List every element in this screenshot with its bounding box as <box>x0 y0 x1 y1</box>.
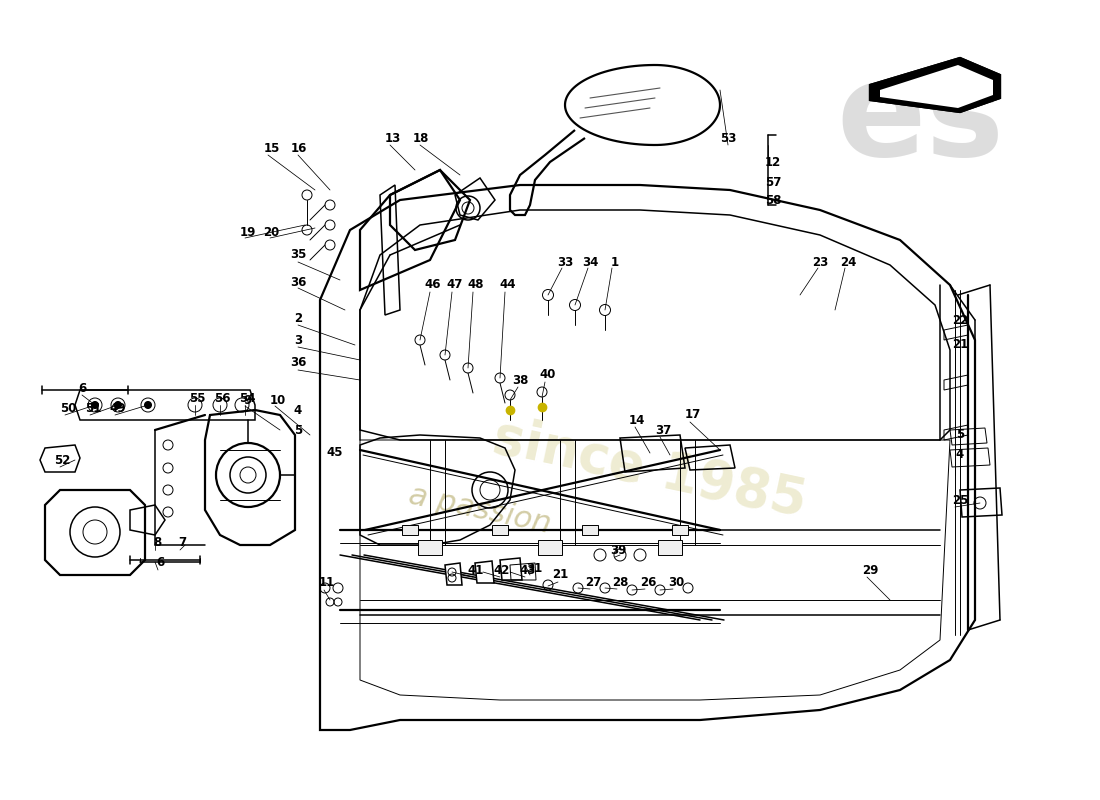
Text: 43: 43 <box>520 563 536 577</box>
Text: 17: 17 <box>685 409 701 422</box>
Text: 28: 28 <box>612 575 628 589</box>
Text: 48: 48 <box>468 278 484 291</box>
Text: es: es <box>836 57 1004 183</box>
Text: 44: 44 <box>499 278 516 291</box>
Text: 33: 33 <box>557 255 573 269</box>
Circle shape <box>114 402 121 409</box>
Polygon shape <box>672 525 688 535</box>
Text: 51: 51 <box>85 402 101 414</box>
Text: 49: 49 <box>110 402 126 414</box>
Text: 57: 57 <box>764 177 781 190</box>
Text: 25: 25 <box>952 494 968 506</box>
Text: 29: 29 <box>861 563 878 577</box>
Text: 36: 36 <box>289 275 306 289</box>
Text: 46: 46 <box>425 278 441 291</box>
Polygon shape <box>475 561 494 583</box>
Text: 4: 4 <box>956 449 964 462</box>
Text: 13: 13 <box>385 131 402 145</box>
Text: 53: 53 <box>719 131 736 145</box>
Text: 41: 41 <box>468 563 484 577</box>
Text: 37: 37 <box>654 423 671 437</box>
Text: 52: 52 <box>54 454 70 466</box>
Text: 16: 16 <box>290 142 307 154</box>
Text: 12: 12 <box>764 157 781 170</box>
Text: 4: 4 <box>294 403 302 417</box>
Text: 5: 5 <box>294 423 302 437</box>
Polygon shape <box>500 558 522 580</box>
Text: 6: 6 <box>78 382 86 394</box>
Polygon shape <box>446 563 462 585</box>
Text: 39: 39 <box>609 543 626 557</box>
Text: 50: 50 <box>59 402 76 414</box>
Polygon shape <box>402 525 418 535</box>
Polygon shape <box>880 65 993 108</box>
Text: 45: 45 <box>327 446 343 459</box>
Text: 26: 26 <box>640 575 657 589</box>
Text: 3: 3 <box>294 334 302 346</box>
Text: 34: 34 <box>582 255 598 269</box>
Text: a passion: a passion <box>406 481 554 539</box>
Polygon shape <box>418 540 442 555</box>
Text: 1: 1 <box>610 255 619 269</box>
Text: 24: 24 <box>839 255 856 269</box>
Text: 18: 18 <box>412 131 429 145</box>
Text: 21: 21 <box>552 569 568 582</box>
Text: 14: 14 <box>629 414 646 426</box>
Text: 6: 6 <box>156 557 164 570</box>
Text: 58: 58 <box>764 194 781 206</box>
Text: 38: 38 <box>512 374 528 386</box>
Circle shape <box>91 402 99 409</box>
Text: 8: 8 <box>153 537 161 550</box>
Text: 55: 55 <box>189 391 206 405</box>
Text: 7: 7 <box>178 537 186 550</box>
Text: 31: 31 <box>526 562 542 574</box>
Polygon shape <box>582 525 598 535</box>
Text: 27: 27 <box>585 575 601 589</box>
Text: 22: 22 <box>952 314 968 326</box>
Text: 35: 35 <box>289 249 306 262</box>
Text: 11: 11 <box>319 577 336 590</box>
Text: 15: 15 <box>264 142 280 154</box>
Text: 5: 5 <box>956 429 964 442</box>
Text: 21: 21 <box>952 338 968 351</box>
Text: 56: 56 <box>213 391 230 405</box>
Text: 19: 19 <box>240 226 256 238</box>
Text: 23: 23 <box>812 255 828 269</box>
Text: 40: 40 <box>540 369 557 382</box>
Text: 10: 10 <box>270 394 286 406</box>
Circle shape <box>144 402 152 409</box>
Text: 9: 9 <box>244 394 252 406</box>
Text: since 1985: since 1985 <box>488 411 812 529</box>
Text: 47: 47 <box>447 278 463 291</box>
Text: 20: 20 <box>263 226 279 238</box>
Polygon shape <box>538 540 562 555</box>
Text: 2: 2 <box>294 311 302 325</box>
Polygon shape <box>870 58 1000 112</box>
Text: 30: 30 <box>668 575 684 589</box>
Polygon shape <box>658 540 682 555</box>
Text: 36: 36 <box>289 357 306 370</box>
Text: 54: 54 <box>239 391 255 405</box>
Polygon shape <box>492 525 508 535</box>
Polygon shape <box>565 65 720 145</box>
Text: 42: 42 <box>494 563 510 577</box>
